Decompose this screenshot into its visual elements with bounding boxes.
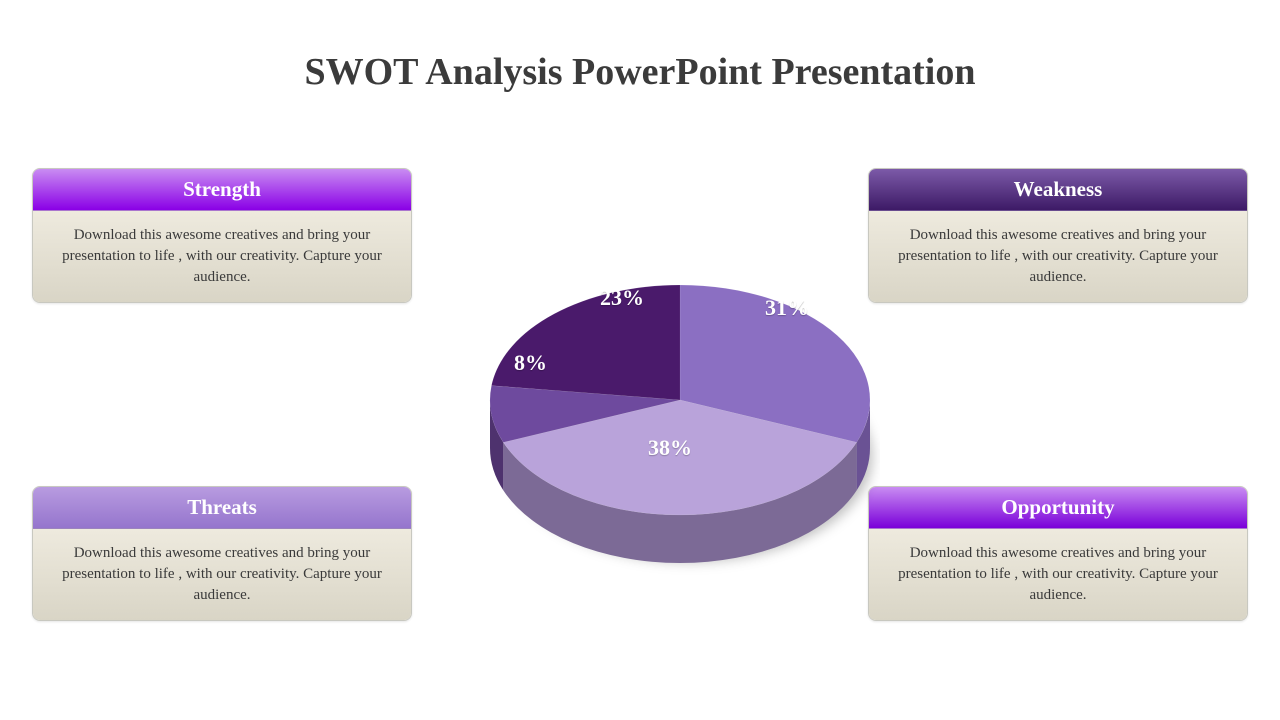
pie-label-23: 23% [600,285,644,311]
card-body-weakness: Download this awesome creatives and brin… [869,211,1247,302]
pie-label-8: 8% [514,350,547,376]
swot-card-threats: Threats Download this awesome creatives … [32,486,412,621]
card-header-strength: Strength [33,169,411,211]
card-header-threats: Threats [33,487,411,529]
pie-chart: 23% 31% 8% 38% [480,260,880,580]
pie-label-31: 31% [765,295,809,321]
card-body-opportunity: Download this awesome creatives and brin… [869,529,1247,620]
card-header-weakness: Weakness [869,169,1247,211]
swot-card-opportunity: Opportunity Download this awesome creati… [868,486,1248,621]
swot-card-strength: Strength Download this awesome creatives… [32,168,412,303]
page-title: SWOT Analysis PowerPoint Presentation [0,50,1280,94]
swot-card-weakness: Weakness Download this awesome creatives… [868,168,1248,303]
card-body-strength: Download this awesome creatives and brin… [33,211,411,302]
card-body-threats: Download this awesome creatives and brin… [33,529,411,620]
pie-label-38: 38% [648,435,692,461]
card-header-opportunity: Opportunity [869,487,1247,529]
